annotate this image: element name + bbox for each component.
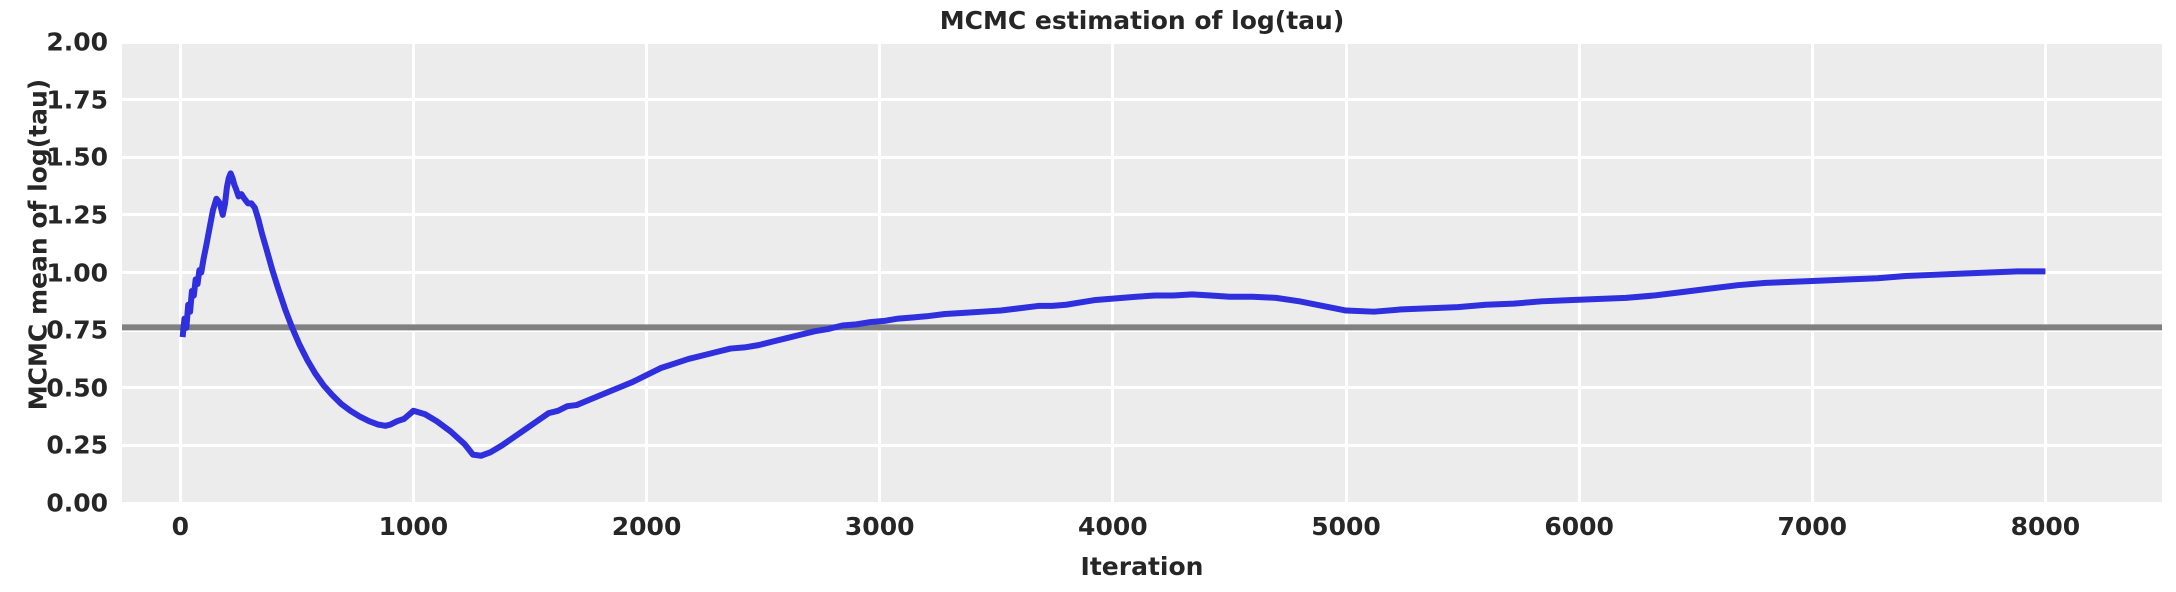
gridline-x-0 [178,42,182,503]
y-tick-label-0: 0.00 [46,488,108,518]
gridline-x-6 [1577,42,1581,503]
gridline-x-5 [1344,42,1348,503]
gridline-x-2 [645,42,649,503]
x-tick-label-8: 8000 [2010,512,2081,541]
x-tick-label-3: 3000 [844,512,915,541]
gridline-x-4 [1111,42,1115,503]
y-tick-label-7: 1.75 [46,85,108,115]
y-tick-label-8: 2.00 [46,27,108,57]
x-tick-label-0: 0 [171,512,189,541]
series-line-0 [179,170,2046,459]
gridline-x-1 [411,42,415,503]
x-tick-label-2: 2000 [611,512,682,541]
gridline-y-0 [122,501,2162,503]
plot-area [122,42,2162,503]
data-series-canvas [122,170,2162,459]
x-tick-label-7: 7000 [1777,512,1848,541]
gridline-x-7 [1810,42,1814,503]
gridline-y-5 [122,213,2162,217]
gridline-y-2 [122,386,2162,390]
y-axis-label: MCMC mean of log(tau) [23,78,53,411]
gridline-y-6 [122,155,2162,159]
y-tick-label-2: 0.50 [46,373,108,403]
x-tick-label-5: 5000 [1311,512,1381,541]
y-tick-label-3: 0.75 [46,315,108,345]
gridline-y-8 [122,42,2162,44]
y-tick-label-1: 0.25 [46,430,108,460]
y-tick-label-5: 1.25 [46,200,108,230]
gridline-x-3 [878,42,882,503]
x-tick-label-1: 1000 [378,512,449,541]
y-tick-label-6: 1.50 [46,142,108,172]
x-tick-label-6: 6000 [1544,512,1614,541]
chart-title: MCMC estimation of log(tau) [939,6,1345,35]
gridline-y-4 [122,271,2162,274]
gridline-y-1 [122,443,2162,447]
x-axis-label: Iteration [1080,552,1204,581]
gridline-y-7 [122,98,2162,102]
y-tick-label-4: 1.00 [46,258,108,287]
x-tick-label-4: 4000 [1078,512,1148,541]
